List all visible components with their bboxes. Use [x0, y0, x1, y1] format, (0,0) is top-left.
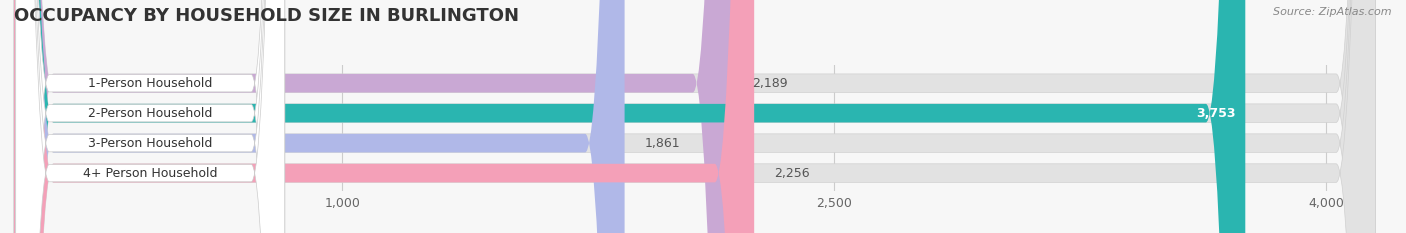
Text: Source: ZipAtlas.com: Source: ZipAtlas.com — [1274, 7, 1392, 17]
Text: 2,256: 2,256 — [773, 167, 810, 180]
FancyBboxPatch shape — [14, 0, 1375, 233]
FancyBboxPatch shape — [15, 0, 285, 233]
Text: 4+ Person Household: 4+ Person Household — [83, 167, 218, 180]
FancyBboxPatch shape — [15, 0, 285, 233]
FancyBboxPatch shape — [15, 0, 285, 233]
Text: OCCUPANCY BY HOUSEHOLD SIZE IN BURLINGTON: OCCUPANCY BY HOUSEHOLD SIZE IN BURLINGTO… — [14, 7, 519, 25]
FancyBboxPatch shape — [14, 0, 1375, 233]
Text: 2-Person Household: 2-Person Household — [89, 107, 212, 120]
FancyBboxPatch shape — [14, 0, 754, 233]
FancyBboxPatch shape — [14, 0, 1246, 233]
Text: 1,861: 1,861 — [644, 137, 681, 150]
FancyBboxPatch shape — [14, 0, 1375, 233]
Text: 3,753: 3,753 — [1197, 107, 1236, 120]
Text: 3-Person Household: 3-Person Household — [89, 137, 212, 150]
FancyBboxPatch shape — [14, 0, 733, 233]
Text: 2,189: 2,189 — [752, 77, 787, 90]
Text: 1-Person Household: 1-Person Household — [89, 77, 212, 90]
FancyBboxPatch shape — [14, 0, 1375, 233]
FancyBboxPatch shape — [14, 0, 624, 233]
FancyBboxPatch shape — [15, 0, 285, 233]
